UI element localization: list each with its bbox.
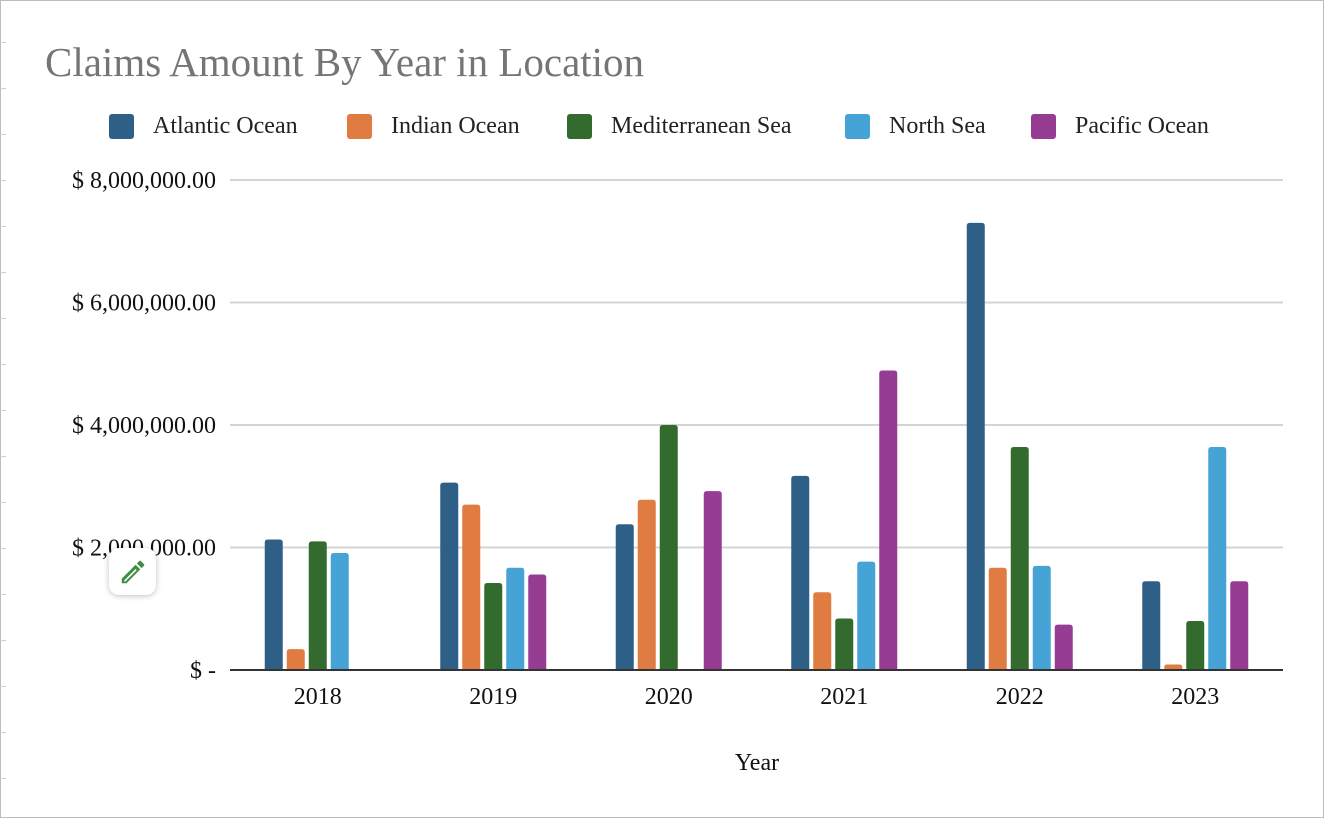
x-tick-label: 2020 xyxy=(645,684,693,710)
bar-mediterranean-sea-2021 xyxy=(835,618,854,670)
sheet-row-ticks xyxy=(0,0,6,818)
bar-indian-ocean-2021 xyxy=(813,592,832,670)
row-tick xyxy=(0,456,6,457)
row-tick xyxy=(0,686,6,687)
row-tick xyxy=(0,88,6,89)
x-tick-label: 2023 xyxy=(1171,684,1219,710)
row-tick xyxy=(0,226,6,227)
bar-pacific-ocean-2022 xyxy=(1054,624,1073,670)
bar-atlantic-ocean-2023 xyxy=(1142,581,1161,670)
chart-legend: Atlantic Ocean Indian Ocean Mediterranea… xyxy=(0,110,1324,142)
row-tick xyxy=(0,318,6,319)
row-tick xyxy=(0,548,6,549)
x-tick-label: 2018 xyxy=(294,684,342,710)
gridlines xyxy=(230,179,1283,549)
bar-atlantic-ocean-2019 xyxy=(440,482,459,670)
y-tick-label: $ 6,000,000.00 xyxy=(72,291,216,317)
bar-indian-ocean-2020 xyxy=(637,499,656,670)
legend-swatch xyxy=(347,113,372,139)
legend-swatch xyxy=(1031,113,1056,139)
row-tick xyxy=(0,410,6,411)
legend-swatch xyxy=(845,113,870,139)
legend-label: North Sea xyxy=(889,112,986,139)
legend-item-pacific-ocean: Pacific Ocean xyxy=(1031,110,1209,142)
y-tick-label: $ - xyxy=(190,658,216,684)
legend-item-north-sea: North Sea xyxy=(845,110,986,142)
bar-north-sea-2023 xyxy=(1208,447,1227,670)
row-tick xyxy=(0,732,6,733)
bar-pacific-ocean-2023 xyxy=(1230,581,1249,670)
x-tick-label: 2019 xyxy=(469,684,517,710)
y-axis-ticks: $ -$ 2,000,000.00$ 4,000,000.00$ 6,000,0… xyxy=(72,168,216,684)
bar-mediterranean-sea-2022 xyxy=(1010,447,1029,670)
y-tick-label: $ 8,000,000.00 xyxy=(72,168,216,194)
bar-indian-ocean-2022 xyxy=(988,567,1007,670)
legend-label: Pacific Ocean xyxy=(1075,112,1209,139)
x-axis-ticks: 2018 2019 2020 2021 2022 2023 xyxy=(294,684,1220,710)
legend-swatch xyxy=(567,113,592,139)
bar-atlantic-ocean-2022 xyxy=(966,222,985,670)
bar-indian-ocean-2023 xyxy=(1164,664,1183,670)
bar-indian-ocean-2018 xyxy=(286,649,305,670)
chart-title: Claims Amount By Year in Location xyxy=(45,39,645,85)
bar-atlantic-ocean-2021 xyxy=(791,475,810,670)
bar-mediterranean-sea-2019 xyxy=(484,583,503,670)
legend-item-atlantic-ocean: Atlantic Ocean xyxy=(109,110,298,142)
bar-north-sea-2019 xyxy=(506,567,525,670)
row-tick xyxy=(0,502,6,503)
legend-label: Atlantic Ocean xyxy=(153,112,298,139)
bar-north-sea-2022 xyxy=(1032,565,1051,670)
bar-pacific-ocean-2021 xyxy=(879,370,898,670)
bar-mediterranean-sea-2018 xyxy=(308,541,327,670)
x-tick-label: 2021 xyxy=(820,684,868,710)
legend-swatch xyxy=(109,113,134,139)
row-tick xyxy=(0,778,6,779)
bar-mediterranean-sea-2023 xyxy=(1186,621,1205,670)
bar-north-sea-2018 xyxy=(330,553,349,670)
row-tick xyxy=(0,42,6,43)
bar-atlantic-ocean-2020 xyxy=(615,524,634,670)
bar-atlantic-ocean-2018 xyxy=(264,539,283,670)
bars xyxy=(264,222,1249,670)
row-tick xyxy=(0,134,6,135)
edit-chart-button[interactable] xyxy=(109,548,156,595)
y-tick-label: $ 4,000,000.00 xyxy=(72,413,216,439)
x-tick-label: 2022 xyxy=(996,684,1044,710)
x-axis-label: Year xyxy=(735,750,779,776)
legend-label: Indian Ocean xyxy=(391,112,520,139)
bar-mediterranean-sea-2020 xyxy=(659,425,678,670)
legend-item-mediterranean-sea: Mediterranean Sea xyxy=(567,110,792,142)
bar-north-sea-2021 xyxy=(857,561,876,670)
bar-pacific-ocean-2020 xyxy=(703,491,722,670)
bar-pacific-ocean-2019 xyxy=(528,574,547,670)
row-tick xyxy=(0,640,6,641)
row-tick xyxy=(0,180,6,181)
bar-indian-ocean-2019 xyxy=(462,504,481,670)
row-tick xyxy=(0,594,6,595)
pencil-icon xyxy=(121,560,144,583)
legend-item-indian-ocean: Indian Ocean xyxy=(347,110,520,142)
legend-label: Mediterranean Sea xyxy=(611,112,792,139)
row-tick xyxy=(0,272,6,273)
row-tick xyxy=(0,364,6,365)
